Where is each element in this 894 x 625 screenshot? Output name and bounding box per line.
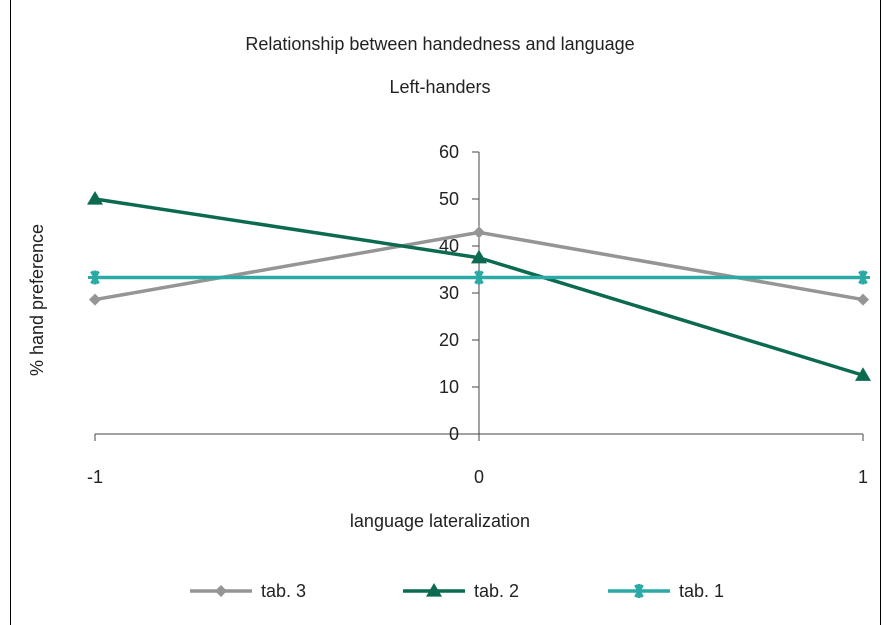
data-point — [471, 249, 487, 264]
chart-title: Relationship between handedness and lang… — [245, 34, 634, 54]
y-tick-label: 60 — [439, 142, 459, 162]
series-2 — [88, 270, 870, 285]
legend-label: tab. 2 — [474, 581, 519, 601]
chart-frame — [10, 0, 881, 625]
legend-item: tab. 3 — [190, 581, 306, 601]
legend-marker — [632, 584, 646, 598]
x-axis-title: language lateralization — [350, 511, 530, 531]
data-point — [473, 226, 485, 239]
data-point — [88, 270, 102, 285]
data-point — [89, 293, 101, 306]
legend-marker — [215, 585, 227, 597]
y-tick-label: 10 — [439, 377, 459, 397]
y-tick-label: 0 — [449, 424, 459, 444]
x-tick-label: 0 — [474, 467, 484, 487]
data-point — [856, 270, 870, 285]
legend: tab. 3 tab. 2 tab. 1 — [190, 581, 724, 601]
data-point — [857, 293, 869, 306]
y-tick-label: 30 — [439, 283, 459, 303]
y-axis-title: % hand preference — [27, 224, 47, 376]
legend-label: tab. 3 — [261, 581, 306, 601]
chart-subtitle: Left-handers — [389, 77, 490, 97]
x-tick-label: 1 — [858, 467, 868, 487]
data-point — [855, 367, 871, 381]
legend-item: tab. 2 — [403, 581, 519, 601]
data-point — [472, 270, 486, 285]
y-tick-label: 50 — [439, 189, 459, 209]
y-tick-label: 20 — [439, 330, 459, 350]
legend-label: tab. 1 — [679, 581, 724, 601]
x-ticks: -1 0 1 — [87, 434, 868, 487]
legend-item: tab. 1 — [608, 581, 724, 601]
data-point — [87, 191, 103, 205]
series-layer — [87, 191, 871, 381]
series-1 — [87, 191, 871, 381]
legend-marker — [426, 583, 442, 597]
x-tick-label: -1 — [87, 467, 103, 487]
